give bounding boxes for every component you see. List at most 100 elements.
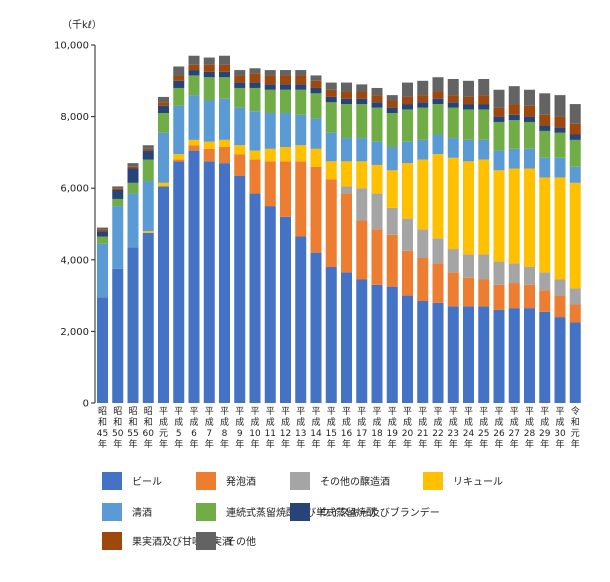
bar-segment: [173, 159, 185, 162]
bar-segment: [127, 168, 139, 183]
x-tick-label: 平成 20 年: [402, 406, 414, 450]
bar-segment: [249, 159, 261, 194]
bar-segment: [234, 75, 246, 83]
legend-item: 清酒: [102, 503, 152, 521]
bar-segment: [310, 75, 322, 81]
bar-segment: [280, 113, 291, 148]
legend-label: リキュール: [453, 477, 503, 488]
bar-segment: [463, 109, 474, 140]
bar-segment: [203, 77, 215, 101]
bar-segment: [478, 139, 490, 160]
bar-segment: [341, 82, 352, 92]
bar-segment: [493, 170, 505, 262]
bar-segment: [371, 102, 383, 108]
bar-segment: [188, 139, 200, 146]
bar-segment: [539, 272, 551, 291]
x-tick-label: 平成 14 年: [310, 406, 322, 450]
bar-segment: [402, 96, 413, 105]
bar-segment: [356, 104, 368, 139]
bar-stack: [295, 70, 307, 403]
bar-segment: [569, 123, 581, 135]
bar-segment: [97, 227, 108, 230]
bar-segment: [508, 308, 520, 403]
bar-segment: [142, 159, 154, 182]
bar-segment: [417, 107, 429, 140]
bar-segment: [310, 166, 322, 253]
bar-segment: [539, 311, 551, 403]
bar-stack: [524, 89, 535, 403]
legend-label: 発泡酒: [226, 475, 256, 488]
bar-stack: [112, 186, 124, 403]
bar-stack: [341, 82, 352, 403]
bar-segment: [249, 68, 261, 74]
legend-swatch: [196, 472, 216, 490]
bar-segment: [264, 70, 276, 76]
bar-segment: [417, 102, 429, 108]
bar-segment: [173, 87, 185, 106]
bar-segment: [508, 168, 520, 264]
bar-segment: [295, 145, 307, 162]
x-tick-label: 平成 15 年: [326, 406, 337, 450]
bar-segment: [554, 116, 566, 128]
bar-segment: [447, 95, 459, 103]
bar-segment: [508, 114, 520, 121]
x-tick-label: 平成 22 年: [432, 406, 443, 450]
bar-segment: [524, 148, 535, 169]
bar-segment: [371, 141, 383, 165]
bar-segment: [234, 70, 246, 76]
bar-segment: [356, 138, 368, 162]
bar-segment: [341, 104, 352, 139]
x-tick-label: 平成 16 年: [341, 406, 353, 450]
bar-segment: [508, 263, 520, 284]
bar-stack: [356, 84, 368, 403]
bar-segment: [97, 243, 108, 298]
bar-segment: [112, 189, 124, 199]
bar-segment: [341, 272, 352, 403]
bar-segment: [173, 66, 185, 76]
bar-segment: [539, 130, 551, 158]
bar-segment: [188, 150, 200, 403]
bar-segment: [539, 290, 551, 312]
bar-segment: [295, 89, 307, 115]
bar-segment: [493, 261, 505, 285]
bar-segment: [356, 91, 368, 99]
bar-segment: [203, 141, 215, 149]
bar-segment: [249, 82, 261, 88]
bar-segment: [386, 286, 398, 403]
x-tick-label: 平成 25 年: [478, 406, 489, 450]
bar-segment: [203, 57, 215, 65]
x-tick-label: 平成 18 年: [371, 406, 383, 450]
y-tick-label: 10,000: [54, 41, 89, 52]
bar-segment: [386, 107, 398, 114]
legend-item: ウイスキー及びブランデー: [290, 503, 440, 521]
bar-segment: [280, 161, 291, 217]
bar-segment: [417, 139, 429, 160]
legend-swatch: [196, 532, 216, 550]
bar-segment: [371, 87, 383, 96]
bar-segment: [158, 102, 169, 106]
bar-segment: [310, 93, 322, 119]
bar-stack: [188, 55, 200, 403]
bar-segment: [539, 177, 551, 273]
bar-segment: [539, 125, 551, 131]
y-tick-label: 2,000: [60, 327, 89, 338]
bar-segment: [295, 70, 307, 76]
bar-stack: [158, 96, 169, 403]
bar-segment: [524, 266, 535, 285]
y-tick-label: 0: [83, 399, 89, 410]
bar-segment: [524, 89, 535, 106]
bar-segment: [310, 118, 322, 149]
bar-segment: [371, 284, 383, 403]
bar-segment: [554, 95, 566, 117]
x-tick-label: 平成 26 年: [493, 406, 505, 450]
bar-segment: [219, 64, 230, 72]
bar-segment: [295, 84, 307, 90]
x-tick-label: 平成 8 年: [220, 406, 229, 450]
bar-segment: [356, 188, 368, 221]
x-tick-label: 昭和 60 年: [143, 406, 155, 450]
bar-segment: [310, 252, 322, 403]
bar-segment: [524, 116, 535, 122]
x-tick-label: 平成 30 年: [554, 406, 566, 450]
bar-segment: [341, 161, 352, 187]
bar-segment: [417, 300, 429, 403]
